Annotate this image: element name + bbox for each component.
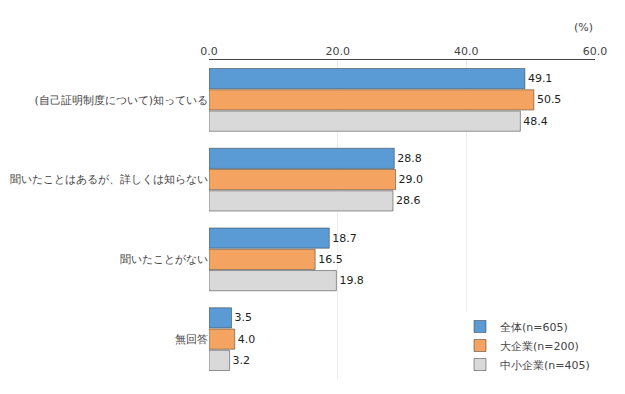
svg-text:28.8: 28.8 [397,152,422,165]
svg-text:4.0: 4.0 [238,333,256,346]
svg-text:48.4: 48.4 [523,115,548,128]
svg-text:60.0: 60.0 [583,45,608,58]
svg-text:(%): (%) [574,21,593,34]
svg-text:(自己証明制度について)知っている: (自己証明制度について)知っている [34,94,208,107]
svg-text:16.5: 16.5 [318,253,343,266]
svg-text:大企業(n=200): 大企業(n=200) [500,340,579,353]
svg-text:聞いたことはあるが、詳しくは知らない: 聞いたことはあるが、詳しくは知らない [10,173,208,186]
svg-text:20.0: 20.0 [325,45,350,58]
svg-text:29.0: 29.0 [399,173,424,186]
svg-text:18.7: 18.7 [332,232,357,245]
svg-text:40.0: 40.0 [454,45,479,58]
svg-text:3.5: 3.5 [235,311,253,324]
svg-text:49.1: 49.1 [528,72,553,85]
svg-text:聞いたことがない: 聞いたことがない [120,253,208,266]
svg-text:50.5: 50.5 [537,93,562,106]
svg-text:全体(n=605): 全体(n=605) [500,321,568,334]
svg-text:無回答: 無回答 [175,333,208,346]
svg-text:中小企業(n=405): 中小企業(n=405) [500,359,590,372]
svg-text:19.8: 19.8 [339,274,364,287]
svg-text:0.0: 0.0 [200,45,218,58]
svg-text:3.2: 3.2 [233,354,251,367]
svg-text:28.6: 28.6 [396,194,421,207]
